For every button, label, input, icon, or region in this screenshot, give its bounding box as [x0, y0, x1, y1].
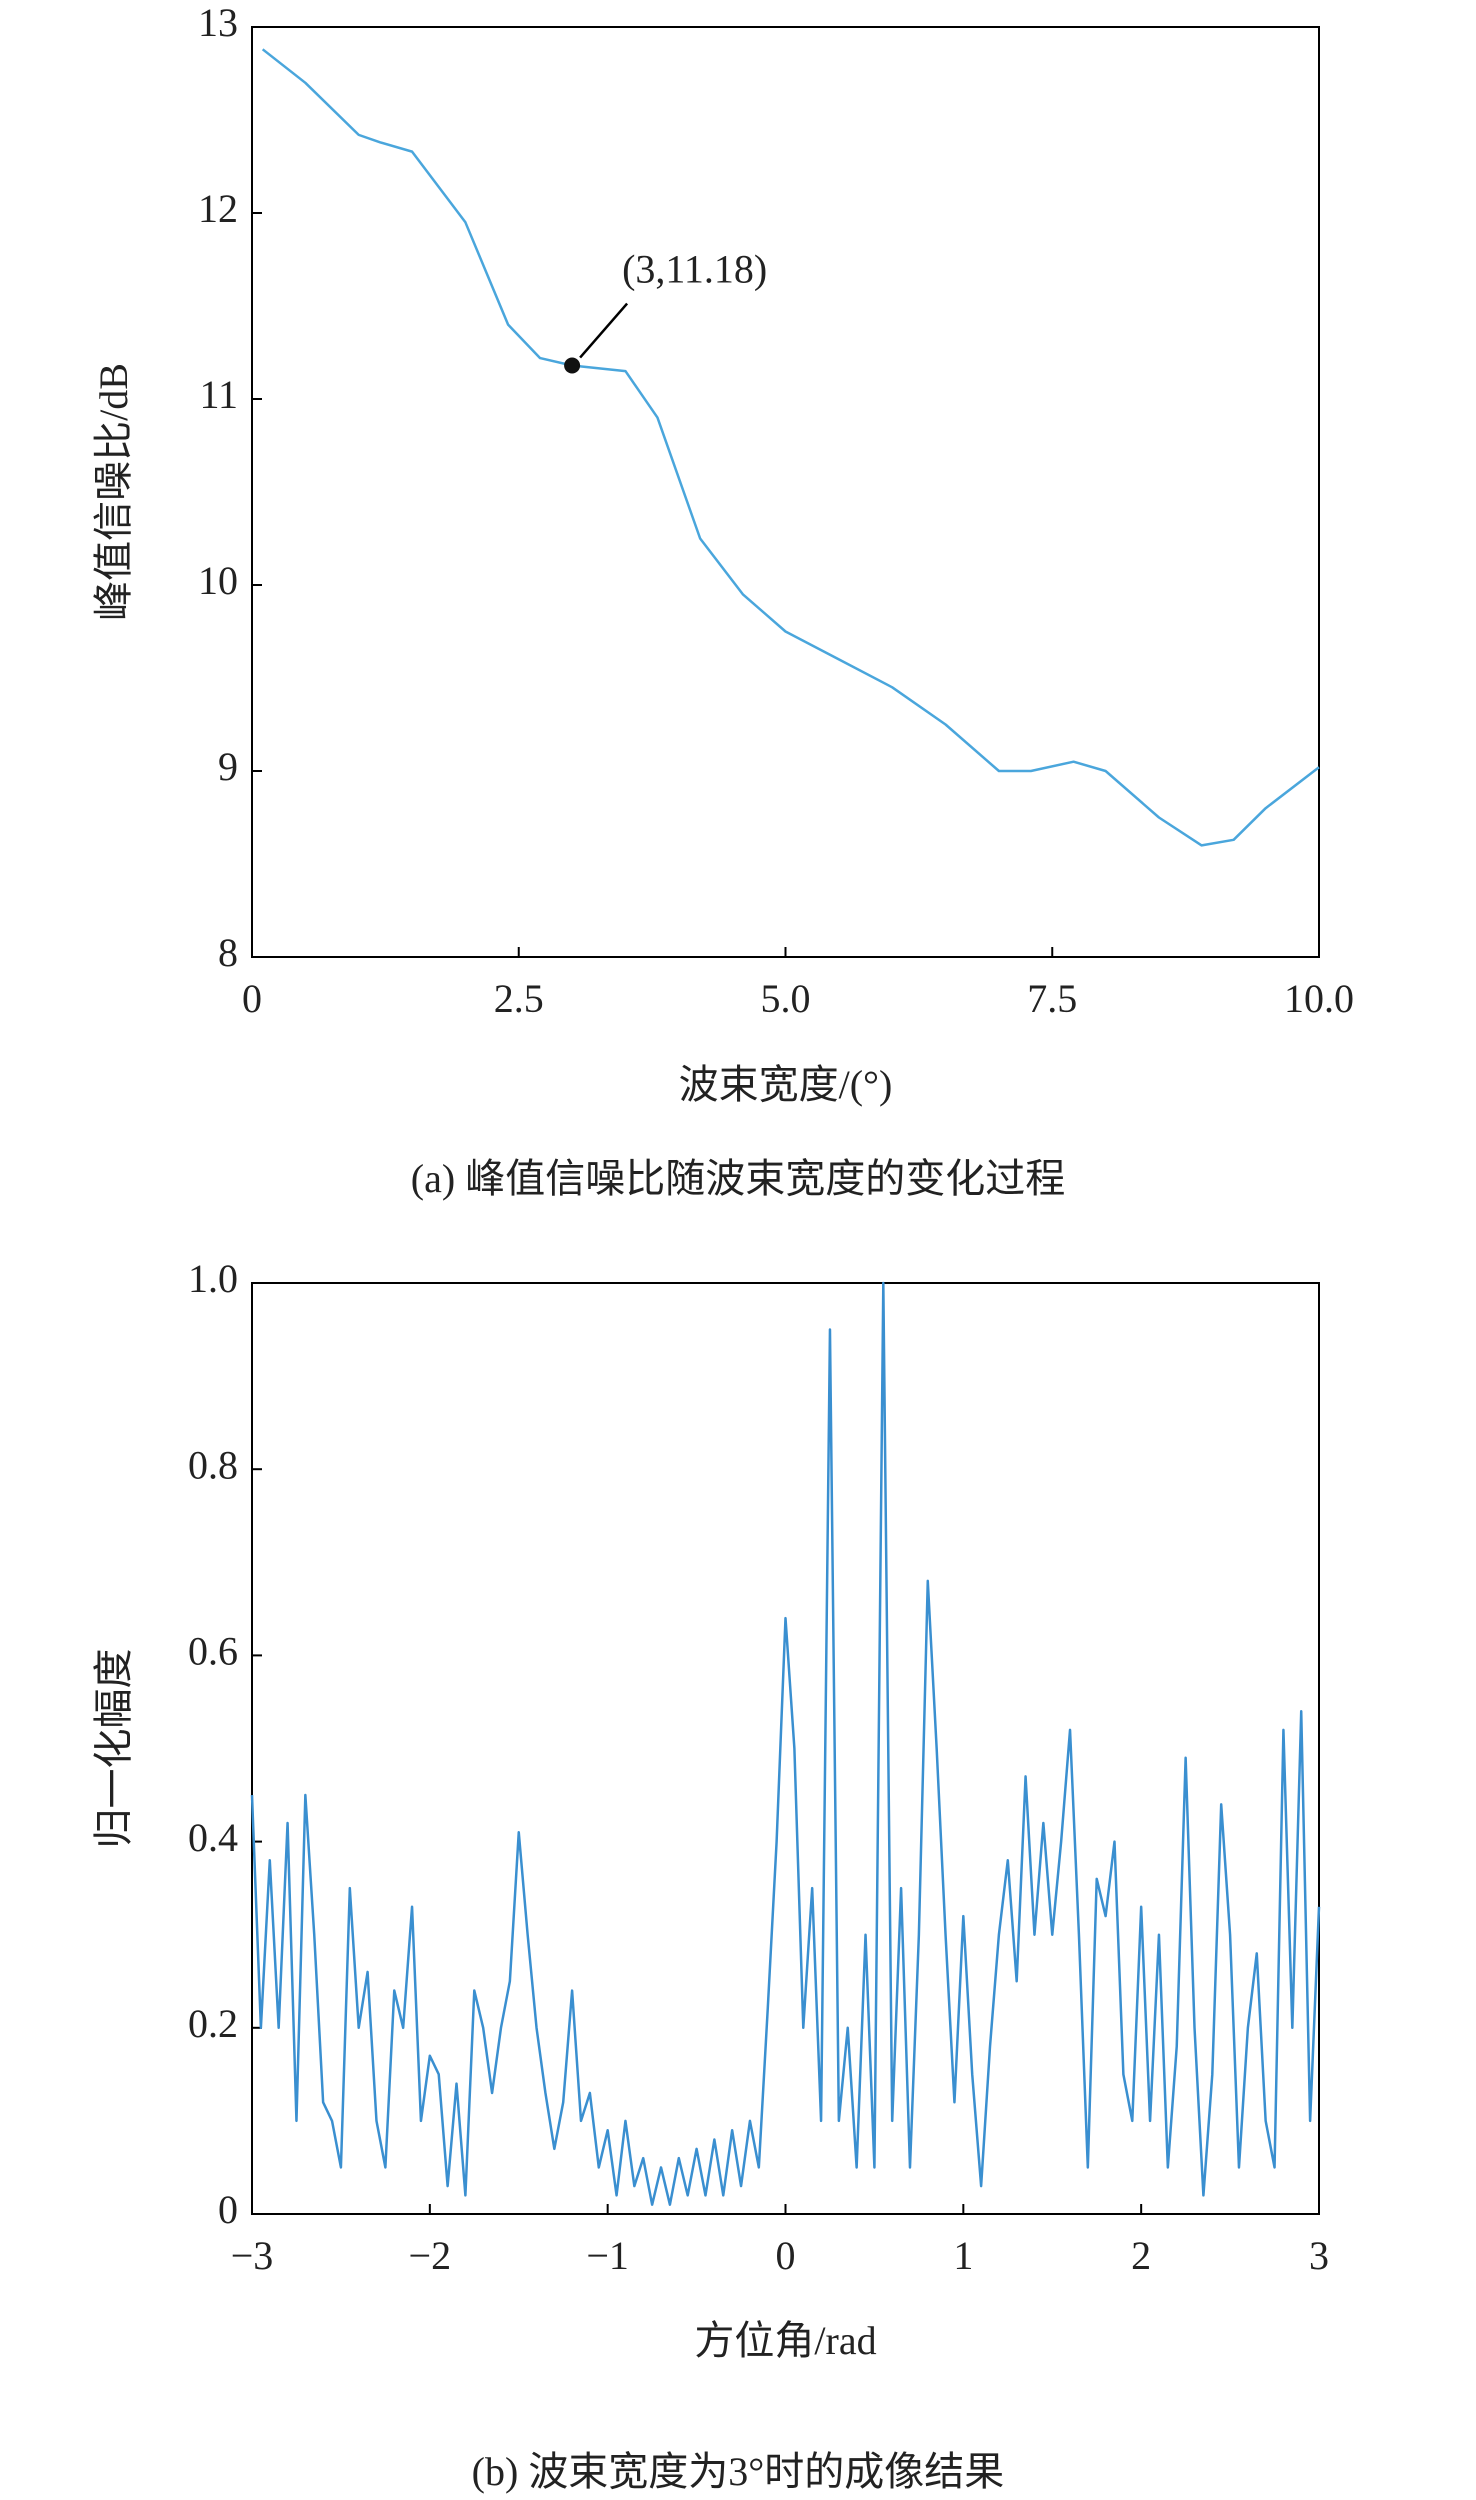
caption: (b) 波束宽度为3°时的成像结果 — [472, 2449, 1005, 2494]
data-line — [250, 1281, 1321, 2206]
x-tick-label: 7.5 — [1027, 976, 1077, 1021]
y-tick-label: 12 — [198, 186, 238, 231]
x-tick-label: 0 — [242, 976, 262, 1021]
y-tick-label: 0.4 — [188, 1815, 238, 1860]
x-tick-label: 3 — [1309, 2233, 1329, 2278]
y-tick-label: 0.8 — [188, 1442, 238, 1487]
caption: (a) 峰值信噪比随波束宽度的变化过程 — [411, 1156, 1065, 1201]
x-tick-label: 2.5 — [494, 976, 544, 1021]
annotation-label: (3,11.18) — [622, 247, 767, 292]
y-tick-label: 1.0 — [188, 1256, 238, 1301]
x-tick-label: −3 — [231, 2233, 274, 2278]
x-tick-label: 1 — [953, 2233, 973, 2278]
x-tick-label: 5.0 — [761, 976, 811, 1021]
x-tick-label: 10.0 — [1284, 976, 1354, 1021]
x-tick-label: 0 — [776, 2233, 796, 2278]
y-tick-label: 0.2 — [188, 2001, 238, 2046]
plot-frame — [251, 1282, 1320, 2215]
x-tick-label: 2 — [1131, 2233, 1151, 2278]
y-axis-label: 归一化幅度 — [91, 1649, 136, 1849]
y-tick-label: 9 — [218, 744, 238, 789]
annotation-leader — [579, 302, 629, 359]
y-tick-label: 8 — [218, 930, 238, 975]
y-tick-label: 0.6 — [188, 1629, 238, 1674]
x-tick-label: −2 — [409, 2233, 452, 2278]
data-line — [261, 48, 1320, 847]
y-tick-label: 10 — [198, 558, 238, 603]
x-axis-label: 方位角/rad — [694, 2318, 876, 2363]
y-tick-label: 0 — [218, 2187, 238, 2232]
x-axis-label: 波束宽度/(°) — [679, 1062, 893, 1107]
y-axis-label: 峰值信噪比/dB — [91, 363, 136, 621]
y-tick-label: 13 — [198, 0, 238, 45]
annotation-point — [564, 357, 581, 374]
y-tick-label: 11 — [199, 372, 238, 417]
x-tick-label: −1 — [586, 2233, 629, 2278]
